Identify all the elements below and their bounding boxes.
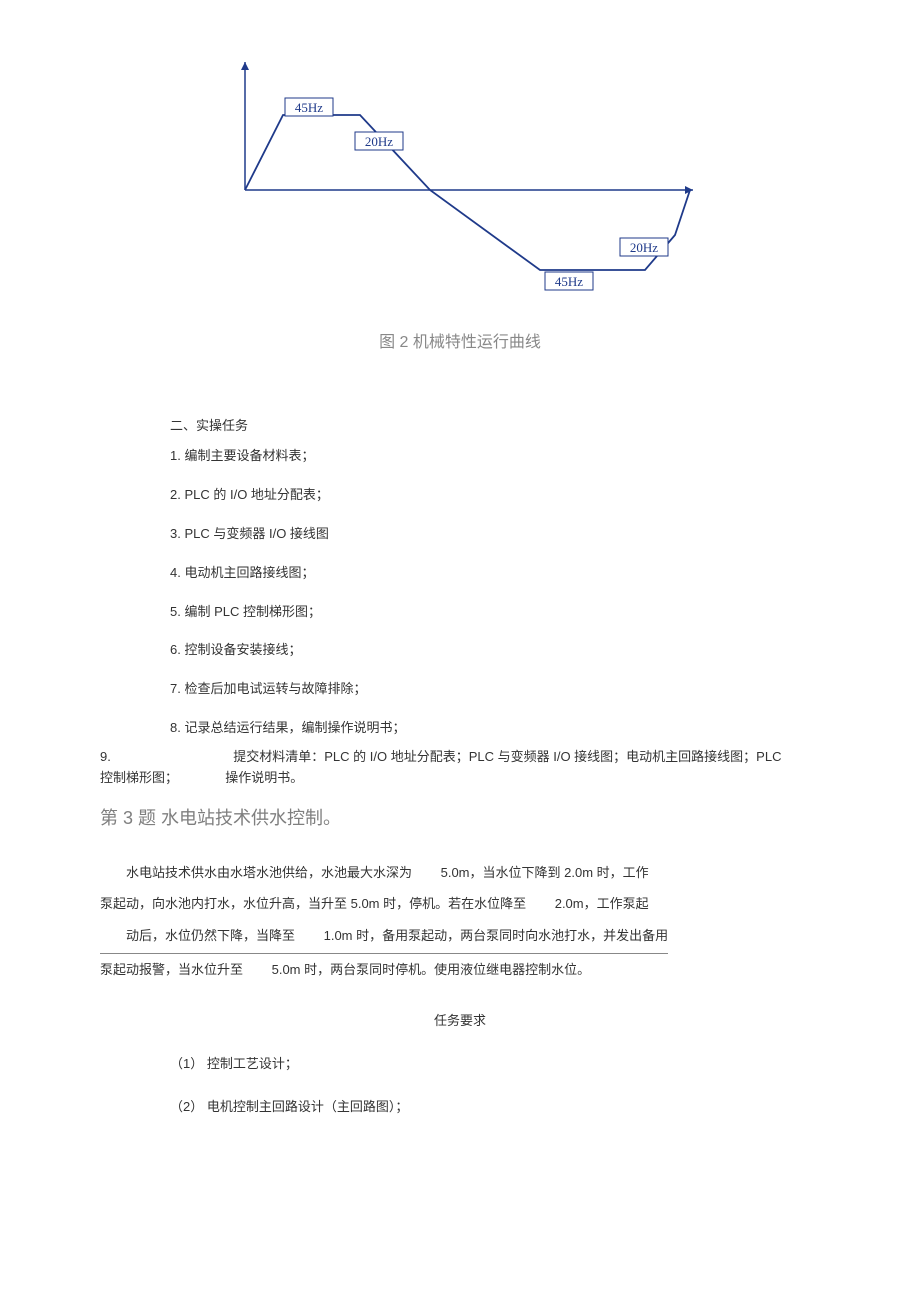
task-item-4: 4. 电动机主回路接线图； [170,563,820,584]
svg-text:20Hz: 20Hz [630,240,658,255]
task-item-9: 9. 提交材料清单：PLC 的 I/O 地址分配表；PLC 与变频器 I/O 接… [100,747,820,789]
section2-heading: 二、实操任务 [170,416,820,437]
svg-text:20Hz: 20Hz [365,134,393,149]
q3-p4b: 5.0m 时，两台泵同时停机。使用液位继电器控制水位。 [272,962,591,977]
task9-num: 9. [100,747,126,768]
task9-text-b: 控制梯形图； [100,770,178,785]
task-item-5: 5. 编制 PLC 控制梯形图； [170,602,820,623]
q3-paragraph: 水电站技术供水由水塔水池供给，水池最大水深为 5.0m，当水位下降到 2.0m 时… [100,857,820,985]
q3-p4a: 泵起动报警，当水位升至 [100,962,243,977]
q3-p2a: 泵起动，向水池内打水，水位升高，当升至 5.0m 时，停机。若在水位降至 [100,896,526,911]
task-item-1: 1. 编制主要设备材料表； [170,446,820,467]
svg-text:45Hz: 45Hz [295,100,323,115]
label-20hz-top: 20Hz [355,132,403,150]
task9-text-c: 操作说明书。 [225,770,303,785]
task-item-3: 3. PLC 与变频器 I/O 接线图 [170,524,820,545]
q3-p3a: 动后，水位仍然下降，当降至 [126,928,295,943]
svg-text:45Hz: 45Hz [555,274,583,289]
q3-p1a: 水电站技术供水由水塔水池供给，水池最大水深为 [126,865,412,880]
q3-title: 第 3 题 水电站技术供水控制。 [100,804,820,833]
curve-diagram: 45Hz 20Hz 45Hz 20Hz [100,60,820,310]
label-45hz-top: 45Hz [285,98,333,116]
q3-p1b: 5.0m，当水位下降到 2.0m 时，工作 [441,865,649,880]
task-item-7: 7. 检查后加电试运转与故障排除； [170,679,820,700]
task-item-6: 6. 控制设备安装接线； [170,640,820,661]
label-20hz-bottom: 20Hz [620,238,668,256]
q3-p2b: 2.0m，工作泵起 [555,896,649,911]
curve-svg: 45Hz 20Hz 45Hz 20Hz [225,60,695,310]
req-title: 任务要求 [100,1011,820,1032]
req-item-2: （2） 电机控制主回路设计（主回路图）； [170,1097,820,1118]
task-item-2: 2. PLC 的 I/O 地址分配表； [170,485,820,506]
q3-p3b: 1.0m 时，备用泵起动，两台泵同时向水池打水，并发出备用 [324,928,669,943]
diagram-caption: 图 2 机械特性运行曲线 [100,330,820,356]
req-item-1: （1） 控制工艺设计； [170,1054,820,1075]
task9-text-a: 提交材料清单：PLC 的 I/O 地址分配表；PLC 与变频器 I/O 接线图；… [233,749,781,764]
y-axis-arrow [241,62,249,70]
label-45hz-bottom: 45Hz [545,272,593,290]
task-item-8: 8. 记录总结运行结果，编制操作说明书； [170,718,820,739]
